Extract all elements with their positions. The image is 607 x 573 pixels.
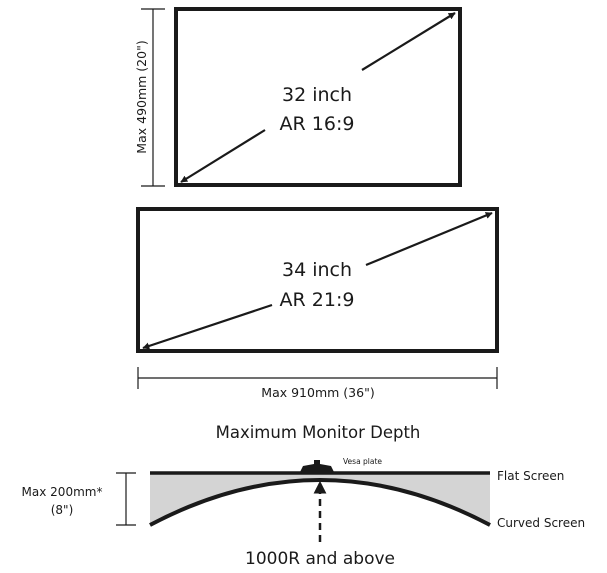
height-limit-label: Max 490mm (20"): [134, 40, 149, 153]
depth-limit-line1: Max 200mm*: [22, 485, 103, 499]
vesa-plate-shape: [300, 460, 334, 472]
monitor-34-diagonal-lower: [142, 303, 273, 350]
monitor-32-outline: [174, 7, 462, 187]
monitor-34-diagonal-upper: [365, 211, 493, 267]
monitor-34-aspect-label: AR 21:9: [280, 289, 355, 311]
monitor-32-diagonal-lower: [180, 129, 266, 183]
curved-screen-label: Curved Screen: [497, 516, 585, 530]
monitor-34-outline: [136, 207, 499, 353]
depth-fill-area: [150, 473, 490, 525]
monitor-32-diagonal-upper: [361, 12, 456, 71]
curvature-label: 1000R and above: [245, 549, 395, 569]
monitor-32-aspect-label: AR 16:9: [280, 113, 355, 135]
depth-section: Maximum Monitor Depth Vesa plate Flat Sc…: [22, 423, 586, 569]
monitor-34-size-label: 34 inch: [282, 259, 352, 281]
flat-screen-label: Flat Screen: [497, 469, 564, 483]
curved-screen-line: [149, 478, 491, 527]
depth-title: Maximum Monitor Depth: [216, 423, 421, 442]
monitor-32-size-label: 32 inch: [282, 84, 352, 106]
depth-limit-line2: (8"): [51, 503, 74, 517]
monitor-32-group: 32 inch AR 16:9 Max 490mm (20"): [134, 7, 462, 187]
vesa-plate-label: Vesa plate: [343, 457, 382, 466]
monitor-34-group: 34 inch AR 21:9 Max 910mm (36"): [136, 207, 499, 400]
width-limit-label: Max 910mm (36"): [261, 385, 374, 400]
